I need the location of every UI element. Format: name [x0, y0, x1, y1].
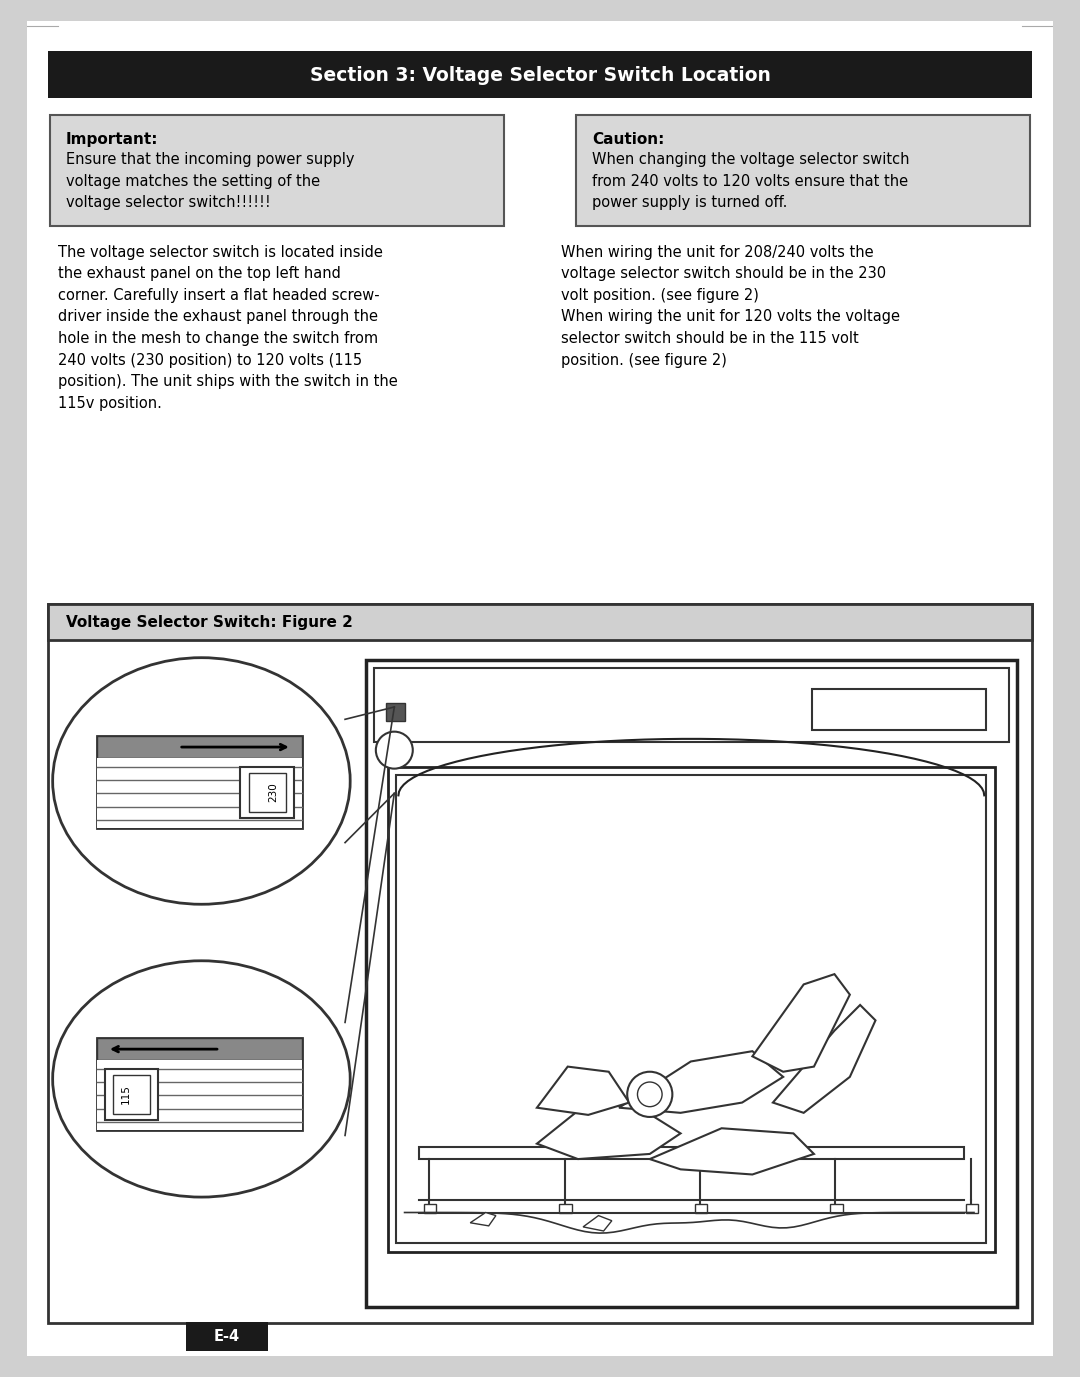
FancyBboxPatch shape [50, 116, 504, 226]
Text: E-4: E-4 [214, 1329, 240, 1344]
Text: Voltage Selector Switch: Figure 2: Voltage Selector Switch: Figure 2 [66, 616, 353, 631]
FancyBboxPatch shape [97, 1038, 302, 1131]
FancyBboxPatch shape [48, 605, 1032, 640]
FancyBboxPatch shape [105, 1069, 159, 1120]
FancyBboxPatch shape [113, 1075, 150, 1114]
FancyBboxPatch shape [97, 1060, 302, 1131]
FancyBboxPatch shape [97, 735, 302, 759]
Text: Caution:: Caution: [592, 132, 664, 146]
FancyBboxPatch shape [48, 605, 1032, 1323]
Text: Important:: Important: [66, 132, 159, 146]
FancyBboxPatch shape [48, 51, 1032, 98]
FancyBboxPatch shape [812, 688, 986, 730]
FancyBboxPatch shape [248, 772, 285, 812]
FancyBboxPatch shape [396, 775, 986, 1243]
Ellipse shape [53, 658, 350, 905]
Text: 230: 230 [268, 782, 279, 803]
Polygon shape [753, 974, 850, 1071]
FancyBboxPatch shape [365, 660, 1017, 1307]
FancyBboxPatch shape [576, 116, 1030, 226]
FancyBboxPatch shape [387, 702, 405, 722]
FancyBboxPatch shape [241, 767, 294, 818]
Ellipse shape [53, 961, 350, 1197]
FancyBboxPatch shape [559, 1205, 571, 1213]
FancyBboxPatch shape [97, 1038, 302, 1060]
Polygon shape [619, 1051, 783, 1113]
Polygon shape [470, 1213, 496, 1226]
Text: When wiring the unit for 208/240 volts the
voltage selector switch should be in : When wiring the unit for 208/240 volts t… [561, 245, 900, 368]
Circle shape [376, 731, 413, 768]
FancyBboxPatch shape [831, 1205, 842, 1213]
FancyBboxPatch shape [27, 21, 1053, 1356]
Text: Section 3: Voltage Selector Switch Location: Section 3: Voltage Selector Switch Locat… [310, 66, 770, 84]
FancyBboxPatch shape [388, 767, 995, 1252]
Polygon shape [650, 1128, 814, 1175]
FancyBboxPatch shape [97, 735, 302, 828]
Text: Ensure that the incoming power supply
voltage matches the setting of the
voltage: Ensure that the incoming power supply vo… [66, 153, 354, 211]
Polygon shape [537, 1103, 680, 1159]
FancyBboxPatch shape [186, 1322, 268, 1351]
Polygon shape [583, 1216, 612, 1231]
FancyBboxPatch shape [97, 759, 302, 828]
FancyBboxPatch shape [694, 1205, 707, 1213]
Text: 115: 115 [121, 1085, 131, 1104]
Polygon shape [537, 1067, 630, 1115]
Text: When changing the voltage selector switch
from 240 volts to 120 volts ensure tha: When changing the voltage selector switc… [592, 153, 909, 211]
Circle shape [627, 1071, 673, 1117]
FancyBboxPatch shape [374, 668, 1009, 742]
FancyBboxPatch shape [419, 1147, 963, 1159]
Polygon shape [773, 1005, 876, 1113]
Text: The voltage selector switch is located inside
the exhaust panel on the top left : The voltage selector switch is located i… [58, 245, 397, 410]
Circle shape [637, 1082, 662, 1107]
FancyBboxPatch shape [966, 1205, 978, 1213]
FancyBboxPatch shape [424, 1205, 436, 1213]
